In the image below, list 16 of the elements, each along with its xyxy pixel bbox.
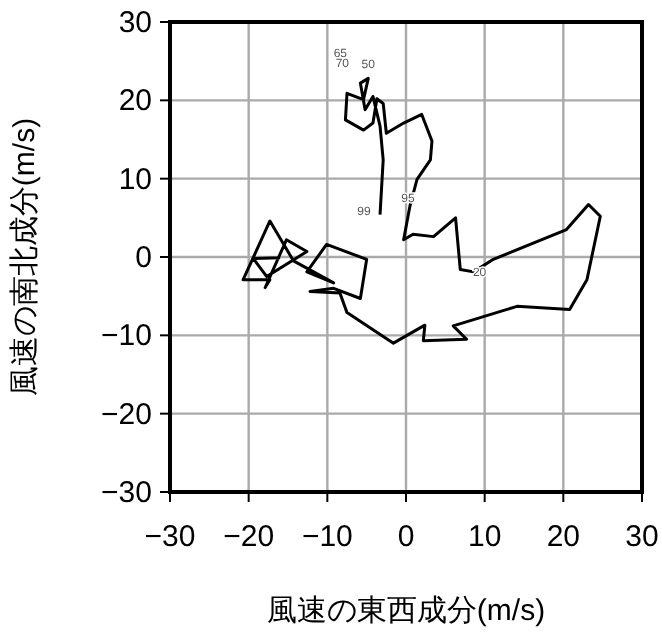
x-tick-label: −10 [301, 520, 353, 554]
x-tick-label: 30 [625, 520, 659, 554]
y-tick-label: −30 [101, 476, 152, 510]
y-tick-label: 30 [118, 6, 152, 40]
x-tick-label: 20 [546, 520, 581, 554]
y-tick-label: 0 [135, 241, 152, 275]
y-tick-label: −10 [101, 319, 152, 354]
x-tick-label: 10 [467, 520, 502, 554]
x-tick-label: −30 [144, 520, 196, 554]
y-axis-title: 風速の南北成分(m/s) [8, 117, 42, 397]
y-tick-label: 20 [118, 84, 152, 119]
x-tick-label: −20 [223, 520, 275, 554]
y-tick-label: 10 [118, 162, 152, 197]
x-tick-label: 0 [397, 520, 415, 554]
x-axis-title: 風速の東西成分(m/s) [266, 594, 546, 628]
y-tick-label: −20 [101, 397, 152, 432]
